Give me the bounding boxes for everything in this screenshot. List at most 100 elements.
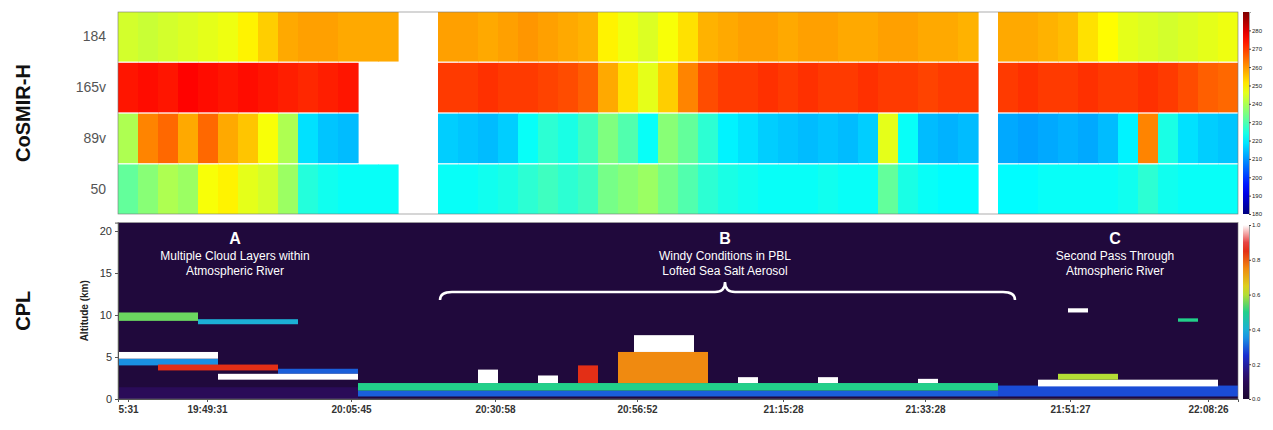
cell bbox=[198, 63, 219, 113]
cell bbox=[998, 386, 1238, 397]
cell bbox=[558, 12, 579, 62]
tick: 270 bbox=[1249, 46, 1263, 52]
tick-mark bbox=[1249, 214, 1251, 215]
cell bbox=[758, 114, 779, 164]
cell bbox=[1058, 114, 1079, 164]
cell bbox=[718, 12, 739, 62]
tick: 19:49:31 bbox=[187, 399, 227, 415]
cell bbox=[178, 12, 199, 62]
cell bbox=[918, 63, 939, 113]
cell bbox=[1038, 380, 1218, 387]
tick: 0.8 bbox=[1249, 257, 1261, 263]
cell bbox=[158, 164, 179, 214]
cell bbox=[1018, 114, 1039, 164]
cell bbox=[658, 114, 679, 164]
cell bbox=[1178, 318, 1198, 321]
cell bbox=[758, 164, 779, 214]
tick-label: 230 bbox=[1252, 120, 1263, 126]
cell bbox=[318, 12, 339, 62]
tick: 20 bbox=[100, 225, 118, 237]
cell bbox=[918, 12, 939, 62]
tick-label: 20:30:58 bbox=[475, 404, 515, 415]
cell bbox=[318, 114, 339, 164]
tick-mark bbox=[115, 357, 118, 358]
cell bbox=[438, 114, 459, 164]
cell bbox=[938, 114, 959, 164]
cell bbox=[1078, 63, 1099, 113]
annotation-text: Atmospheric River bbox=[1066, 264, 1164, 278]
cell bbox=[238, 164, 259, 214]
cell bbox=[1118, 12, 1139, 62]
cell bbox=[918, 164, 939, 214]
cell bbox=[818, 12, 839, 62]
tick: 200 bbox=[1249, 175, 1263, 181]
tick: 5:31 bbox=[118, 399, 138, 415]
cell bbox=[818, 63, 839, 113]
cell bbox=[298, 63, 319, 113]
tick: 280 bbox=[1249, 28, 1263, 34]
cell bbox=[1178, 63, 1199, 113]
cell bbox=[298, 164, 319, 214]
cell bbox=[278, 164, 299, 214]
cell bbox=[798, 164, 819, 214]
tick: 20:56:52 bbox=[617, 399, 657, 415]
cell bbox=[878, 63, 899, 113]
cell bbox=[378, 12, 399, 62]
cell bbox=[1138, 63, 1159, 113]
cell bbox=[998, 12, 1019, 62]
panel-title: CoSMIR-H bbox=[12, 64, 34, 162]
cell bbox=[238, 63, 259, 113]
cell bbox=[598, 63, 619, 113]
cell bbox=[1038, 63, 1059, 113]
cell bbox=[218, 374, 358, 380]
cell bbox=[1198, 164, 1219, 214]
cell bbox=[358, 12, 379, 62]
plot-frame bbox=[118, 223, 1238, 399]
tick-label: 1.0 bbox=[1252, 222, 1261, 228]
cell bbox=[1038, 12, 1059, 62]
cell bbox=[898, 164, 919, 214]
colorbar bbox=[1243, 12, 1249, 214]
axis-line bbox=[119, 400, 1239, 403]
cell bbox=[1068, 308, 1088, 312]
cell bbox=[518, 164, 539, 214]
cell bbox=[118, 312, 198, 320]
tick-mark bbox=[637, 399, 638, 402]
cell bbox=[578, 63, 599, 113]
tick: 89v bbox=[83, 130, 114, 146]
cell bbox=[538, 12, 559, 62]
figure: 184165v89v50CoSMIR-H18019020021022023024… bbox=[0, 0, 1273, 430]
tick-mark bbox=[1249, 30, 1251, 31]
cell bbox=[218, 164, 239, 214]
cell bbox=[1118, 63, 1139, 113]
cell bbox=[638, 114, 659, 164]
colorbar-axis: 0.00.20.40.60.81.0 bbox=[1249, 222, 1261, 402]
panel-title: CPL bbox=[12, 291, 34, 331]
cell bbox=[678, 114, 699, 164]
cell bbox=[458, 164, 479, 214]
cell bbox=[818, 114, 839, 164]
tick-mark bbox=[1249, 159, 1251, 160]
cell bbox=[858, 63, 879, 113]
annotation-letter: C bbox=[1109, 230, 1121, 247]
cell bbox=[558, 164, 579, 214]
tick: 0.2 bbox=[1249, 362, 1261, 368]
cell bbox=[478, 114, 499, 164]
cell bbox=[958, 12, 979, 62]
cell bbox=[1098, 63, 1119, 113]
cell bbox=[1018, 164, 1039, 214]
annotation-text: Windy Conditions in PBL bbox=[659, 249, 791, 263]
cell bbox=[438, 12, 459, 62]
cell bbox=[918, 379, 938, 383]
cell bbox=[998, 164, 1019, 214]
tick: 184 bbox=[83, 28, 114, 44]
tick: 250 bbox=[1249, 83, 1263, 89]
tick-label: 240 bbox=[1252, 101, 1263, 107]
cell bbox=[1218, 164, 1238, 214]
cell bbox=[298, 12, 319, 62]
cell bbox=[438, 63, 459, 113]
cell bbox=[1158, 63, 1179, 113]
cell bbox=[158, 365, 278, 371]
tick: 21:15:28 bbox=[763, 399, 803, 415]
cell bbox=[538, 63, 559, 113]
